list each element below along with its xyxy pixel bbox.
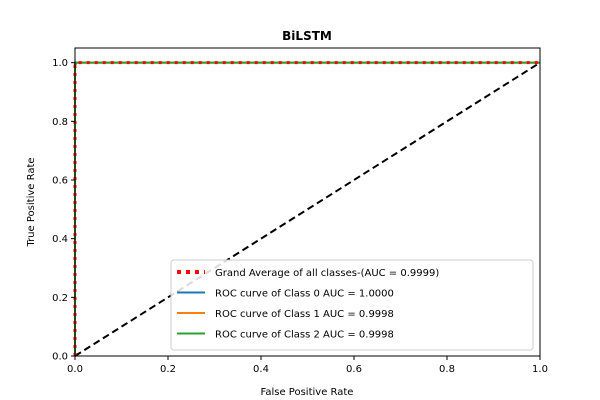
x-tick-label: 0.8: [439, 364, 455, 375]
x-tick-label: 0.4: [253, 364, 269, 375]
x-axis-label: False Positive Rate: [261, 387, 354, 398]
y-tick-label: 0.2: [52, 293, 68, 304]
legend-box: [170, 259, 534, 351]
legend: Grand Average of all classes-(AUC = 0.99…: [170, 259, 534, 351]
y-tick-label: 0.6: [52, 176, 68, 187]
x-tick-label: 0.2: [160, 364, 176, 375]
y-axis: 0.0 0.2 0.4 0.6 0.8 1.0: [52, 58, 75, 363]
y-tick-label: 1.0: [52, 58, 68, 69]
chart-title: BiLSTM: [282, 29, 332, 43]
y-tick-label: 0.4: [52, 234, 68, 245]
legend-label-3: ROC curve of Class 2 AUC = 0.9998: [215, 330, 394, 341]
x-tick-label: 0.0: [67, 364, 83, 375]
legend-label-1: ROC curve of Class 0 AUC = 1.0000: [215, 289, 394, 300]
x-tick-label: 0.6: [346, 364, 362, 375]
axes-frame: [74, 47, 541, 357]
y-tick-label: 0.0: [52, 352, 68, 363]
x-axis: 0.0 0.2 0.4 0.6 0.8 1.0: [67, 356, 548, 375]
x-tick-label: 1.0: [532, 364, 548, 375]
chance-diagonal-line: [74, 61, 541, 357]
y-tick-label: 0.8: [52, 117, 68, 128]
legend-label-2: ROC curve of Class 1 AUC = 0.9998: [215, 309, 394, 320]
legend-label-0: Grand Average of all classes-(AUC = 0.99…: [215, 268, 439, 279]
y-axis-label: True Positive Rate: [26, 157, 37, 247]
